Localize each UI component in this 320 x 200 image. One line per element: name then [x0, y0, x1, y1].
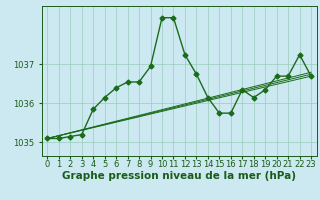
X-axis label: Graphe pression niveau de la mer (hPa): Graphe pression niveau de la mer (hPa)	[62, 171, 296, 181]
